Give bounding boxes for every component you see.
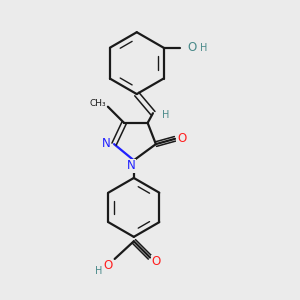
Text: O: O <box>188 41 197 54</box>
Text: O: O <box>152 255 161 268</box>
Text: N: N <box>127 159 136 172</box>
Text: H: H <box>95 266 103 276</box>
Text: H: H <box>162 110 170 120</box>
Text: O: O <box>177 132 186 145</box>
Text: O: O <box>103 259 113 272</box>
Text: H: H <box>200 43 207 53</box>
Text: CH₃: CH₃ <box>89 99 106 108</box>
Text: N: N <box>101 137 110 150</box>
